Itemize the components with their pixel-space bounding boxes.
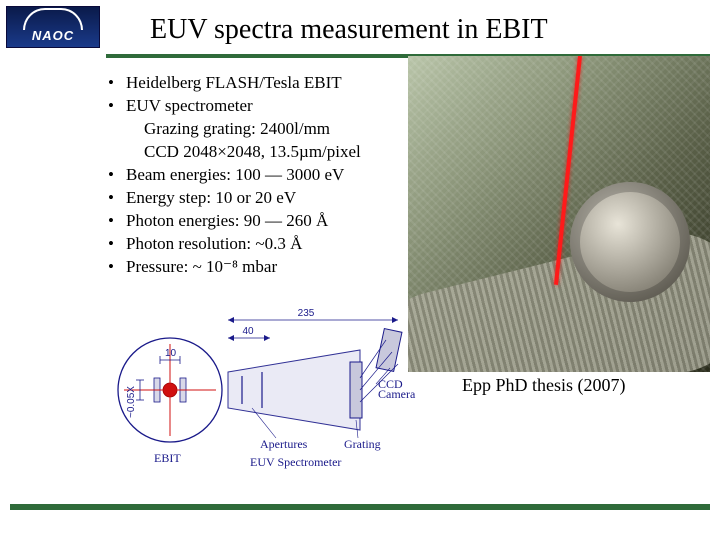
- dim-40: 40: [242, 326, 254, 337]
- dim-10: 10: [165, 348, 177, 359]
- svg-text:Camera: Camera: [378, 387, 416, 401]
- label-ebit: EBIT: [154, 451, 181, 465]
- slide-title: EUV spectra measurement in EBIT: [150, 14, 548, 46]
- photo-flange: [570, 182, 690, 302]
- dim-005x: ~0.05X: [126, 386, 137, 418]
- ccd: [376, 329, 402, 372]
- bullet-text: Pressure: ~ 10⁻⁸ mbar: [126, 257, 277, 276]
- bullet-item: Heidelberg FLASH/Tesla EBIT: [108, 72, 361, 95]
- label-apertures: Apertures: [260, 437, 308, 451]
- label-grating: Grating: [344, 437, 381, 451]
- rule-bottom: [10, 504, 710, 510]
- bullet-text: Photon energies: 90 — 260 Å: [126, 211, 328, 230]
- bullet-subtext: CCD 2048×2048, 13.5µm/pixel: [126, 141, 361, 164]
- bullet-item: Pressure: ~ 10⁻⁸ mbar: [108, 256, 361, 279]
- bullet-text: Photon resolution: ~0.3 Å: [126, 234, 302, 253]
- schematic-svg: 10 ~0.05X EBIT 235: [110, 290, 430, 500]
- bullet-text: Energy step: 10 or 20 eV: [126, 188, 296, 207]
- schematic-diagram: 10 ~0.05X EBIT 235: [110, 290, 430, 500]
- logo: NAOC: [6, 6, 100, 48]
- bullet-list: Heidelberg FLASH/Tesla EBIT EUV spectrom…: [108, 72, 361, 278]
- spectrometer-body: [228, 350, 360, 430]
- bullet-item: Photon resolution: ~0.3 Å: [108, 233, 361, 256]
- logo-arc: [23, 8, 83, 30]
- dim-235: 235: [298, 308, 315, 319]
- bullet-item: Energy step: 10 or 20 eV: [108, 187, 361, 210]
- bullet-item: EUV spectrometer Grazing grating: 2400l/…: [108, 95, 361, 164]
- bullet-item: Beam energies: 100 — 3000 eV: [108, 164, 361, 187]
- bullet-text: Heidelberg FLASH/Tesla EBIT: [126, 73, 342, 92]
- bullet-text: EUV spectrometer: [126, 96, 253, 115]
- apparatus-photo: [408, 56, 710, 372]
- citation: Epp PhD thesis (2007): [462, 375, 626, 396]
- bullet-text: Beam energies: 100 — 3000 eV: [126, 165, 344, 184]
- label-spectrometer: EUV Spectrometer: [250, 455, 341, 469]
- bullet-subtext: Grazing grating: 2400l/mm: [126, 118, 361, 141]
- bullet-item: Photon energies: 90 — 260 Å: [108, 210, 361, 233]
- logo-text: NAOC: [32, 28, 74, 43]
